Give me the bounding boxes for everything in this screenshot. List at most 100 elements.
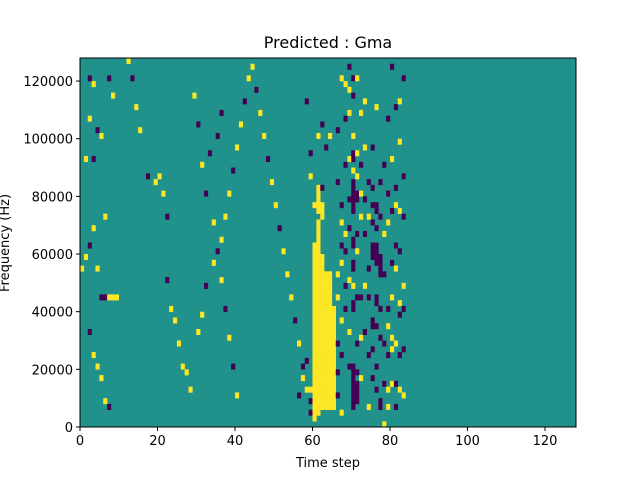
heatmap-cell (320, 328, 325, 335)
x-tick-label: 40 (227, 434, 244, 449)
heatmap-cell (324, 352, 329, 359)
heatmap-cell (223, 213, 228, 220)
heatmap-cell (200, 161, 205, 168)
heatmap-cell (289, 294, 294, 301)
heatmap-cell (324, 305, 329, 312)
heatmap-cell (351, 300, 356, 307)
heatmap-cell (316, 259, 321, 266)
heatmap-cell (328, 363, 333, 370)
heatmap-cell (374, 259, 379, 266)
heatmap-cell (219, 109, 224, 116)
heatmap-cell (355, 380, 360, 387)
heatmap-cell (176, 340, 182, 347)
heatmap-cell (312, 334, 317, 341)
heatmap-cell (328, 334, 333, 341)
heatmap-cell (328, 305, 333, 312)
x-tick-label: 0 (76, 434, 84, 449)
heatmap-cell (134, 104, 139, 111)
heatmap-cell (312, 369, 317, 376)
heatmap-cell (316, 403, 321, 410)
heatmap-cell (87, 115, 92, 122)
heatmap-cell (316, 311, 321, 318)
heatmap-cell (320, 265, 325, 272)
heatmap-cell (320, 334, 325, 341)
heatmap-cell (258, 109, 263, 116)
heatmap-cell (320, 357, 325, 364)
heatmap-cell (347, 277, 352, 284)
heatmap-cell (111, 92, 116, 99)
heatmap-cell (316, 288, 321, 295)
heatmap-cell (262, 132, 267, 139)
heatmap-cell (320, 277, 325, 284)
heatmap-cell (359, 294, 364, 301)
heatmap-cell (320, 254, 325, 261)
heatmap-cell (308, 386, 313, 393)
heatmap-cell (293, 317, 298, 324)
heatmap-cell (378, 403, 383, 410)
heatmap-cell (393, 202, 399, 209)
heatmap-cell (281, 248, 286, 255)
heatmap-cell (366, 294, 371, 301)
heatmap-cell (370, 254, 375, 261)
heatmap-cell (347, 196, 352, 203)
heatmap-cell (312, 352, 317, 359)
heatmap-cell (370, 346, 375, 353)
heatmap-cell (273, 202, 278, 209)
heatmap-cell (235, 392, 240, 399)
heatmap-cell (320, 386, 325, 393)
heatmap-cell (382, 340, 387, 347)
axes-frame (79, 57, 577, 428)
heatmap-cell (351, 386, 356, 393)
heatmap-cell (331, 386, 337, 393)
heatmap-cell (374, 242, 379, 249)
heatmap-cell (312, 409, 317, 416)
heatmap-cell (324, 363, 329, 370)
heatmap-cell (378, 213, 383, 220)
heatmap-cell (351, 282, 356, 289)
heatmap-cell (320, 288, 325, 295)
x-tick-label: 60 (304, 434, 321, 449)
heatmap-cell (386, 323, 391, 330)
heatmap-cell (370, 323, 375, 330)
heatmap-cell (393, 265, 399, 272)
heatmap-cell (328, 282, 333, 289)
heatmap-cell (312, 294, 317, 301)
heatmap-cell (397, 300, 402, 307)
heatmap-cell (316, 369, 321, 376)
heatmap-cell (157, 173, 162, 180)
y-tick-label: 120000 (23, 75, 73, 90)
heatmap-cell (83, 254, 89, 261)
heatmap-cell (355, 196, 360, 203)
heatmap-cell (215, 132, 220, 139)
heatmap-cell (328, 392, 333, 399)
heatmap-cell (366, 213, 371, 220)
heatmap-cell (374, 207, 379, 214)
heatmap-cell (320, 213, 325, 220)
heatmap-cell (300, 363, 306, 370)
heatmap-cell (335, 127, 340, 134)
heatmap-cell (359, 213, 364, 220)
heatmap-cell (386, 352, 391, 359)
heatmap-cell (324, 346, 329, 353)
heatmap-cell (320, 271, 325, 278)
heatmap-cell (331, 392, 337, 399)
heatmap-cell (397, 98, 402, 105)
heatmap-cell (316, 242, 321, 249)
heatmap-cell (308, 398, 313, 405)
heatmap-cell (231, 167, 236, 174)
heatmap-cell (87, 328, 92, 335)
heatmap-cell (324, 288, 329, 295)
heatmap-cell (374, 104, 379, 111)
heatmap-cell (359, 109, 364, 116)
y-axis-label: Frequency (Hz) (0, 194, 13, 292)
heatmap-cell (335, 179, 340, 186)
heatmap-cell (331, 352, 337, 359)
heatmap-cell (355, 340, 360, 347)
heatmap-cell (370, 375, 375, 382)
heatmap-cell (343, 230, 348, 237)
x-axis: 0 20 40 60 80 100 120 (76, 427, 557, 449)
heatmap-cell (328, 386, 333, 393)
heatmap-cell (331, 323, 337, 330)
heatmap-cell (312, 403, 317, 410)
heatmap-cell (238, 121, 244, 128)
